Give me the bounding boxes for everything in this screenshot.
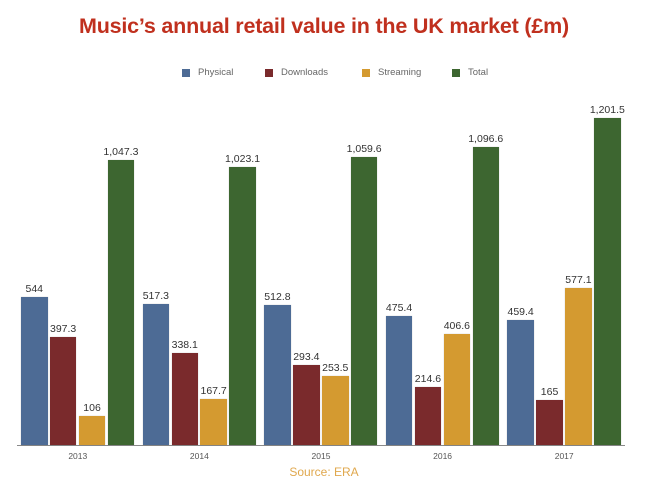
bar-value-label: 577.1 — [565, 273, 592, 286]
legend-item-downloads: Downloads — [265, 67, 328, 78]
bar-value-label: 512.8 — [264, 291, 291, 304]
bar-streaming-2015 — [322, 376, 349, 445]
legend-item-streaming: Streaming — [362, 67, 421, 78]
x-tick-label: 2013 — [68, 451, 88, 461]
bar-value-label: 214.6 — [414, 372, 442, 385]
bar-physical-2017 — [507, 319, 534, 445]
bar-value-label: 517.3 — [142, 290, 169, 303]
legend-label: Downloads — [281, 67, 328, 78]
x-axis-line — [17, 445, 625, 446]
bar-value-label: 397.3 — [50, 322, 77, 335]
bar-value-label: 1,023.1 — [225, 152, 261, 165]
bar-value-label: 106 — [83, 402, 101, 415]
x-tick-label: 2015 — [311, 451, 331, 461]
source-note: Source: ERA — [289, 465, 359, 479]
bar-value-label: 167.7 — [200, 385, 227, 398]
bar-total-2017 — [594, 118, 621, 445]
bar-value-label: 293.4 — [293, 351, 320, 364]
bar-total-2016 — [472, 146, 499, 445]
bar-value-label: 1,096.6 — [468, 132, 504, 145]
bar-total-2015 — [350, 156, 378, 445]
bar-value-label: 459.4 — [507, 305, 534, 318]
legend-label: Streaming — [378, 67, 422, 78]
bar-downloads-2013 — [49, 336, 77, 445]
bar-value-label: 338.1 — [171, 338, 198, 351]
x-tick-label: 2014 — [189, 451, 209, 461]
bar-value-label: 165 — [540, 386, 559, 399]
bar-streaming-2016 — [443, 334, 471, 445]
bar-physical-2015 — [264, 305, 291, 445]
bar-streaming-2017 — [565, 287, 592, 445]
bar-physical-2014 — [142, 304, 170, 445]
bar-value-label: 1,059.6 — [346, 142, 382, 155]
bar-physical-2016 — [385, 315, 413, 445]
bar-downloads-2015 — [293, 365, 320, 445]
legend-item-physical: Physical — [182, 67, 233, 78]
legend-label: Physical — [198, 67, 234, 78]
bar-streaming-2013 — [78, 416, 106, 445]
bar-value-label: 1,201.5 — [589, 104, 625, 116]
bar-value-label: 544 — [25, 282, 44, 295]
bar-value-label: 1,047.3 — [103, 145, 139, 158]
chart-title: Music’s annual retail value in the UK ma… — [78, 14, 570, 38]
bar-downloads-2014 — [171, 352, 198, 445]
bar-physical-2013 — [21, 296, 48, 445]
bar-streaming-2014 — [200, 399, 227, 445]
legend-label: Total — [468, 67, 489, 78]
legend-item-total: Total — [452, 67, 488, 78]
legend-swatch-physical — [182, 68, 190, 77]
bar-value-label: 406.6 — [443, 320, 470, 333]
bar-value-label: 253.5 — [322, 362, 349, 374]
legend-swatch-downloads — [265, 68, 273, 77]
legend-swatch-streaming — [362, 68, 370, 77]
x-tick-label: 2016 — [433, 451, 453, 461]
bar-value-label: 475.4 — [385, 301, 413, 314]
bar-downloads-2016 — [414, 386, 442, 445]
x-tick-label: 2017 — [554, 451, 574, 461]
bar-total-2014 — [229, 166, 256, 445]
bar-downloads-2017 — [536, 400, 563, 445]
bar-total-2013 — [107, 159, 135, 445]
chart-legend: Physical Downloads Streaming Total — [0, 67, 648, 83]
legend-swatch-total — [452, 68, 460, 77]
